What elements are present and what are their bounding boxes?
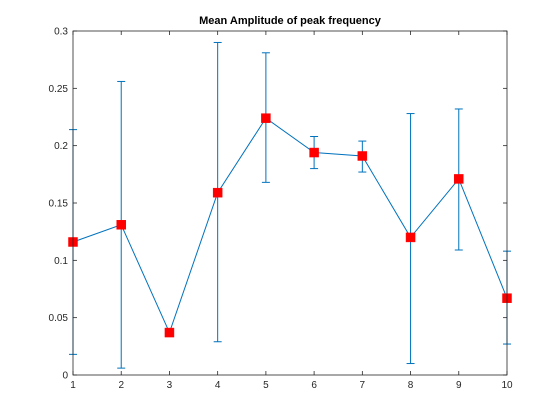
axes-frame <box>72 30 508 376</box>
x-tick-label: 5 <box>263 380 269 391</box>
x-tick-label: 2 <box>118 380 124 391</box>
x-tick-label: 7 <box>360 380 366 391</box>
y-tick-label: 0.05 <box>49 313 69 324</box>
x-tick-label: 3 <box>167 380 173 391</box>
series-line <box>72 117 508 334</box>
data-point <box>405 232 416 243</box>
axes-box <box>72 30 508 376</box>
y-tick-label: 0.1 <box>54 256 68 267</box>
data-point <box>357 151 368 161</box>
y-tick-label: 0.15 <box>49 199 69 210</box>
x-tick-label: 1 <box>70 380 76 391</box>
data-point <box>454 174 464 184</box>
x-tick-label: 10 <box>501 380 513 391</box>
axes-background <box>73 31 507 375</box>
data-point <box>212 187 223 198</box>
x-tick-label: 6 <box>311 380 317 391</box>
y-tick-label: 0.2 <box>54 141 68 152</box>
chart-title: Mean Amplitude of peak frequency <box>199 15 382 27</box>
x-tick-label: 8 <box>408 380 414 391</box>
x-tick-label: 4 <box>215 380 221 391</box>
y-tick-label: 0.25 <box>49 84 69 95</box>
plot-area <box>73 31 507 375</box>
y-tick-label: 0.3 <box>54 27 68 38</box>
data-point <box>116 220 126 230</box>
mean-line <box>72 117 508 334</box>
x-tick-label: 9 <box>456 380 462 391</box>
data-point <box>261 113 271 123</box>
data-point <box>309 147 319 158</box>
data-point <box>164 327 175 338</box>
axis-ticks: 1 2 3 4 5 6 7 8 9 10 0 0.05 0.1 0.15 0.2 0.25 0.3 <box>49 27 513 392</box>
y-tick-label: 0 <box>62 371 68 382</box>
